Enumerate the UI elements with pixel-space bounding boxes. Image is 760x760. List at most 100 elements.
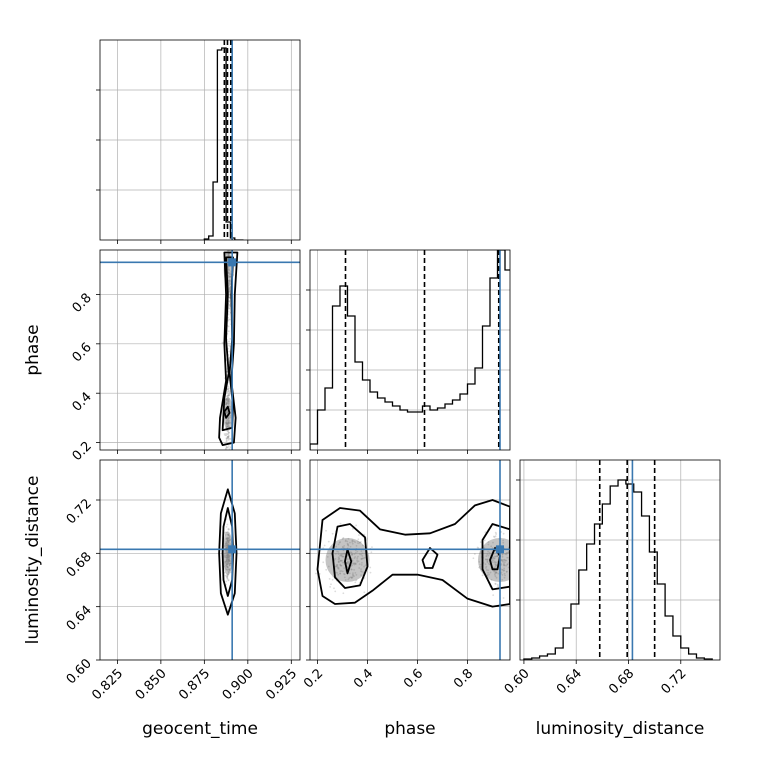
2d-phase-lumdist-scatter-point <box>344 579 347 581</box>
2d-geocent-phase-scatter-point <box>228 281 230 284</box>
2d-geocent-phase-scatter-point <box>229 305 232 308</box>
hist-geocent-time-bars <box>203 47 244 240</box>
2d-geocent-phase-scatter-point <box>228 275 231 278</box>
2d-geocent-phase-scatter-point <box>225 402 228 405</box>
2d-phase-lumdist-scatter-point <box>348 577 351 580</box>
2d-geocent-phase-scatter-point <box>226 454 228 456</box>
2d-geocent-lumdist-scatter-point <box>225 554 228 557</box>
2d-phase-lumdist-scatter-point <box>511 545 513 547</box>
2d-geocent-phase-scatter-point <box>226 388 229 391</box>
2d-phase-lumdist-scatter-point <box>342 546 344 549</box>
2d-phase-lumdist-scatter-point <box>496 555 498 558</box>
2d-phase-lumdist-scatter-point <box>496 555 499 558</box>
2d-geocent-lumdist-scatter-point <box>225 552 228 554</box>
2d-phase-lumdist-scatter-point <box>323 544 326 547</box>
2d-phase-lumdist-scatter-point <box>363 565 365 568</box>
2d-phase-lumdist-scatter-point <box>334 565 337 568</box>
2d-geocent-lumdist-scatter-point <box>227 542 230 544</box>
2d-phase-lumdist-scatter-point <box>355 524 358 527</box>
2d-phase-lumdist-scatter-point <box>344 539 347 542</box>
2d-phase-lumdist-scatter-point <box>521 550 523 552</box>
2d-phase-lumdist-scatter-point <box>505 553 508 556</box>
2d-geocent-lumdist-scatter-point <box>227 534 230 537</box>
2d-phase-lumdist-scatter-point <box>349 541 351 544</box>
2d-geocent-phase-scatter-point <box>225 455 227 457</box>
2d-phase-lumdist-scatter-point <box>358 534 360 536</box>
2d-phase-lumdist-scatter-point <box>491 547 494 549</box>
2d-geocent-lumdist-scatter-point <box>229 538 232 541</box>
2d-phase-lumdist-scatter-point <box>342 555 345 558</box>
2d-geocent-lumdist-scatter-point <box>225 525 228 528</box>
2d-geocent-phase-scatter-point <box>225 398 228 400</box>
2d-phase-lumdist-scatter-point <box>369 571 372 574</box>
2d-phase-lumdist-scatter-point <box>511 568 513 570</box>
2d-geocent-phase-scatter-point <box>228 291 231 294</box>
2d-phase-lumdist-scatter-point <box>501 555 504 558</box>
2d-geocent-phase-scatter-point <box>227 433 230 436</box>
2d-phase-lumdist-scatter-point <box>515 562 517 564</box>
2d-geocent-phase-scatter-point <box>226 395 229 398</box>
2d-phase-lumdist-scatter-point <box>486 553 489 556</box>
2d-geocent-phase-scatter-point <box>228 350 230 353</box>
2d-phase-lumdist-scatter-point <box>369 566 372 569</box>
2d-geocent-phase-scatter-point <box>228 288 231 291</box>
2d-geocent-phase-scatter-point <box>229 245 231 247</box>
2d-geocent-phase-scatter-point <box>227 394 230 397</box>
2d-phase-lumdist-scatter-point <box>348 561 351 563</box>
2d-geocent-phase-scatter-point <box>225 403 228 406</box>
2d-phase-lumdist-scatter-point <box>329 586 332 588</box>
2d-geocent-lumdist-scatter-point <box>228 539 231 542</box>
2d-geocent-lumdist-scatter-point <box>226 523 229 526</box>
2d-phase-lumdist-scatter-point <box>354 562 357 565</box>
2d-phase-lumdist-scatter-point <box>340 553 343 555</box>
2d-geocent-phase-scatter-point <box>225 422 228 425</box>
2d-phase-lumdist-scatter-point <box>347 562 350 564</box>
2d-geocent-phase-scatter-point <box>229 240 231 242</box>
2d-phase-lumdist-plot-area <box>310 460 523 660</box>
2d-geocent-phase-scatter-point <box>225 245 227 247</box>
2d-geocent-lumdist-truth-marker <box>228 545 237 554</box>
2d-geocent-phase-scatter-point <box>226 435 229 438</box>
2d-geocent-phase-scatter-point <box>225 421 227 424</box>
2d-phase-lumdist-scatter-point <box>338 561 340 564</box>
2d-geocent-phase-scatter-point <box>230 457 232 459</box>
2d-geocent-phase-scatter-point <box>226 435 229 438</box>
2d-geocent-lumdist-scatter-point <box>223 556 226 558</box>
2d-geocent-lumdist-scatter-point <box>226 543 229 546</box>
2d-geocent-phase-scatter-point <box>227 422 230 425</box>
2d-phase-lumdist-scatter-point <box>485 565 488 568</box>
2d-phase-lumdist-scatter-point <box>339 563 342 566</box>
2d-geocent-phase-scatter-point <box>228 394 230 397</box>
2d-phase-lumdist-truth-marker <box>496 545 504 554</box>
2d-geocent-lumdist-scatter-point <box>225 538 228 540</box>
2d-phase-lumdist-scatter-point <box>336 564 339 567</box>
2d-phase-lumdist-scatter-point <box>350 576 353 579</box>
2d-geocent-phase-scatter-point <box>225 446 228 449</box>
2d-phase-lumdist-scatter-point <box>342 537 345 539</box>
2d-geocent-phase-scatter-point <box>227 418 229 421</box>
2d-phase-lumdist-scatter-point <box>361 544 364 547</box>
2d-geocent-phase-scatter-point <box>227 254 230 256</box>
2d-geocent-phase-scatter-point <box>226 399 229 402</box>
2d-geocent-phase-scatter-point <box>227 417 230 420</box>
2d-geocent-phase-scatter-point <box>227 436 229 439</box>
2d-geocent-lumdist-scatter-point <box>227 533 230 536</box>
2d-geocent-phase-scatter-point <box>228 245 230 247</box>
2d-phase-lumdist-scatter-point <box>500 571 503 574</box>
2d-geocent-phase-scatter-point <box>228 391 231 394</box>
2d-phase-lumdist-scatter-point <box>331 578 334 581</box>
2d-phase-lumdist-scatter-point <box>351 527 354 530</box>
2d-phase-lumdist-scatter-point <box>483 539 486 542</box>
2d-geocent-lumdist-scatter-point <box>229 559 231 562</box>
2d-geocent-phase-scatter-point <box>225 434 228 437</box>
2d-geocent-phase-scatter-point <box>226 423 229 425</box>
2d-geocent-phase-scatter-point <box>229 242 231 244</box>
2d-geocent-lumdist-scatter-point <box>227 573 230 576</box>
2d-phase-lumdist-scatter-point <box>359 541 362 543</box>
2d-phase-lumdist-scatter-point <box>357 555 359 558</box>
2d-geocent-phase-scatter-point <box>227 421 230 423</box>
2d-geocent-lumdist-scatter-point <box>224 533 227 536</box>
2d-phase-lumdist-scatter-point <box>495 564 497 567</box>
2d-phase-lumdist-scatter-point <box>338 558 341 560</box>
2d-geocent-phase-scatter-point <box>227 319 230 322</box>
